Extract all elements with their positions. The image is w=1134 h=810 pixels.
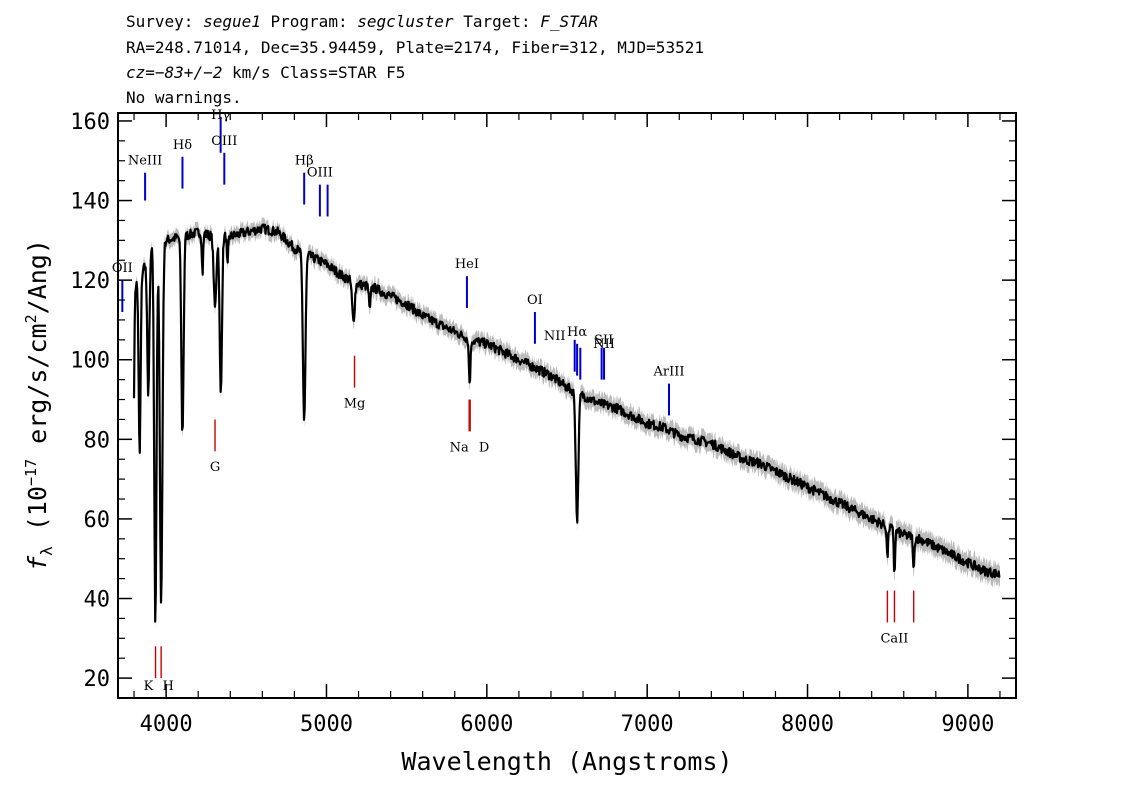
line-label-Hγ: Hγ bbox=[211, 108, 230, 123]
header-line-2: RA=248.71014, Dec=35.94459, Plate=2174, … bbox=[126, 38, 704, 57]
error-band-layer bbox=[134, 217, 1000, 629]
line-label-OIII: OIII bbox=[307, 166, 333, 181]
program-label: Program: bbox=[270, 12, 348, 31]
header-line-3: cz=−83+/−2 km/s Class=STAR F5 bbox=[126, 63, 405, 82]
x-tick-label: 6000 bbox=[460, 712, 513, 737]
line-label-G: G bbox=[210, 460, 220, 475]
y-tick-label: 160 bbox=[70, 110, 110, 135]
survey-value: segue1 bbox=[203, 12, 261, 31]
y-tick-label: 120 bbox=[70, 269, 110, 294]
y-tick-label: 40 bbox=[84, 588, 111, 613]
line-label-Mg: Mg bbox=[344, 396, 366, 411]
line-label-OI: OI bbox=[527, 293, 543, 308]
y-tick-label: 80 bbox=[84, 428, 111, 453]
axis-ticks: 4000 5000 6000 7000 8000 9000 20 40 60 80 100 120 14… bbox=[70, 110, 1016, 737]
line-label-CaII: CaII bbox=[880, 631, 908, 646]
line-label-HeI: HeI bbox=[455, 257, 479, 272]
line-label-H: H bbox=[162, 679, 173, 694]
line-label-Hβ: Hβ bbox=[295, 154, 314, 169]
y-tick-label: 140 bbox=[70, 190, 110, 215]
x-tick-label: 8000 bbox=[781, 712, 834, 737]
x-tick-label: 9000 bbox=[941, 712, 994, 737]
header-line-4: No warnings. bbox=[126, 88, 242, 107]
spectrum-line bbox=[132, 223, 1001, 623]
x-tick-label: 7000 bbox=[621, 712, 674, 737]
y-tick-label: 60 bbox=[84, 508, 111, 533]
header-line-1: Survey: segue1 Program: segcluster Targe… bbox=[126, 12, 598, 31]
line-label-SII: SII bbox=[594, 333, 613, 348]
y-tick-label: 20 bbox=[84, 667, 111, 692]
line-label-NII: NII bbox=[544, 329, 566, 344]
spectrum-layer bbox=[132, 223, 1001, 623]
cz-rest: km/s Class=STAR F5 bbox=[222, 63, 406, 82]
survey-label: Survey: bbox=[126, 12, 194, 31]
cz-value: −83+/−2 bbox=[154, 63, 223, 82]
x-tick-label: 5000 bbox=[300, 712, 353, 737]
cz-label: cz= bbox=[126, 63, 155, 82]
x-axis-title: Wavelength (Angstroms) bbox=[401, 747, 732, 776]
y-axis-title: fλ (10−17 erg/s/cm2/Ang) bbox=[22, 239, 56, 571]
target-value: F_STAR bbox=[540, 12, 599, 31]
error-band bbox=[134, 217, 1000, 629]
line-label-ArIII: ArIII bbox=[652, 365, 684, 380]
line-label-Na: Na bbox=[450, 440, 469, 455]
line-label-OII: OII bbox=[112, 261, 133, 276]
target-label: Target: bbox=[463, 12, 531, 31]
line-label-Hδ: Hδ bbox=[173, 138, 192, 153]
line-label-NeIII: NeIII bbox=[128, 154, 162, 169]
line-label-D: D bbox=[479, 440, 489, 455]
y-tick-label: 100 bbox=[70, 349, 110, 374]
line-label-Hα: Hα bbox=[567, 325, 587, 340]
plot-frame bbox=[117, 112, 1017, 699]
line-label-OIII: OIII bbox=[211, 134, 237, 149]
line-label-K: K bbox=[144, 679, 154, 694]
x-tick-label: 4000 bbox=[140, 712, 193, 737]
program-value: segcluster bbox=[357, 12, 454, 31]
line-label-NII: NII bbox=[593, 337, 615, 352]
